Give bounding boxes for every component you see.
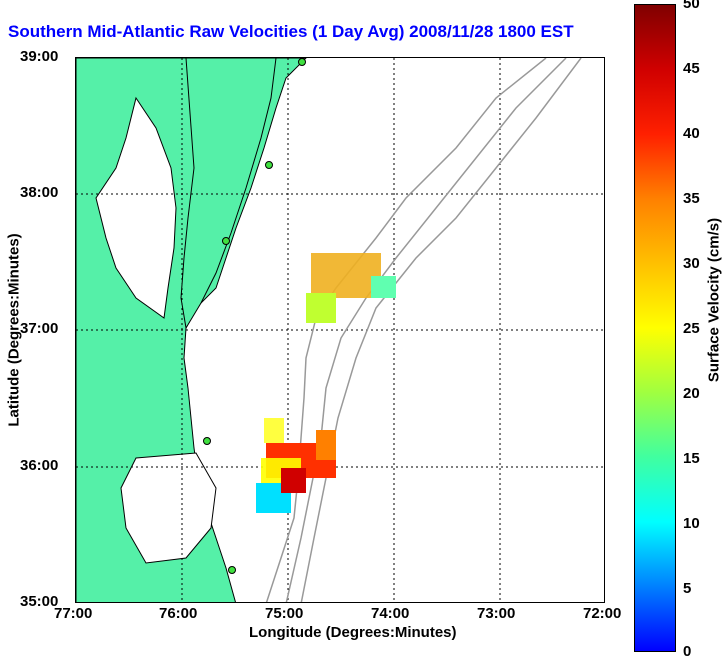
colorbar xyxy=(634,4,676,652)
radar-sites xyxy=(203,58,306,574)
colorbar-tick: 10 xyxy=(683,515,700,532)
colorbar-tick: 5 xyxy=(683,580,692,597)
colorbar-tick: 15 xyxy=(683,450,700,467)
x-tick: 73:00 xyxy=(477,605,516,622)
velocity-south xyxy=(256,418,336,513)
bathymetry-contours xyxy=(265,58,582,602)
map-plot-area[interactable] xyxy=(75,57,605,603)
y-tick: 38:00 xyxy=(20,184,59,201)
colorbar-tick: 20 xyxy=(683,385,700,402)
x-tick: 74:00 xyxy=(371,605,410,622)
y-axis-label: Latitude (Degrees:Minutes) xyxy=(5,233,23,427)
colorbar-tick: 0 xyxy=(683,643,692,660)
y-tick: 39:00 xyxy=(20,48,59,65)
velocity-north xyxy=(306,253,396,323)
colorbar-label: Surface Velocity (cm/s) xyxy=(705,217,723,383)
x-axis-label: Longitude (Degrees:Minutes) xyxy=(249,624,457,641)
x-tick: 75:00 xyxy=(265,605,304,622)
x-tick: 77:00 xyxy=(54,605,93,622)
map-canvas xyxy=(76,58,604,602)
map-title: Southern Mid-Atlantic Raw Velocities (1 … xyxy=(8,22,574,41)
x-tick: 72:00 xyxy=(583,605,622,622)
y-tick: 35:00 xyxy=(20,593,59,610)
y-tick: 37:00 xyxy=(20,320,59,337)
colorbar-tick: 25 xyxy=(683,320,700,337)
y-tick: 36:00 xyxy=(20,457,59,474)
sound xyxy=(120,452,217,564)
bay xyxy=(95,96,177,319)
colorbar-tick: 30 xyxy=(683,255,700,272)
colorbar-tick: 40 xyxy=(683,125,700,142)
x-tick: 76:00 xyxy=(159,605,198,622)
colorbar-tick: 45 xyxy=(683,60,700,77)
colorbar-tick: 50 xyxy=(683,0,700,12)
peninsula xyxy=(180,58,277,330)
colorbar-tick: 35 xyxy=(683,190,700,207)
